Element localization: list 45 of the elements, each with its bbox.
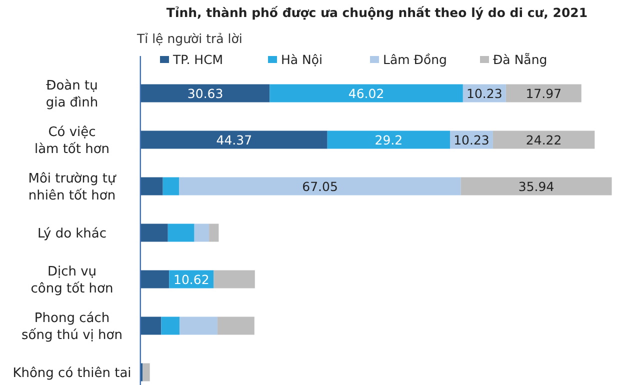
bar <box>141 130 328 149</box>
bar <box>141 84 270 102</box>
bar <box>327 130 450 149</box>
y-tick-label: Dịch vụ công tốt hơn <box>30 264 114 296</box>
data-label: 10.23 <box>466 86 502 101</box>
data-label: 24.22 <box>526 132 562 148</box>
y-tick-label: Phong cách sống thú vị hơn <box>22 310 122 343</box>
legend-label: Lâm Đồng <box>383 52 447 67</box>
chart-title: Tỉnh, thành phố được ưa chuộng nhất theo lý do di cư, 2021 <box>166 5 588 20</box>
legend-label: Hà Nội <box>281 52 323 67</box>
bar <box>161 316 180 335</box>
data-label: 44.37 <box>216 132 252 148</box>
data-label: 67.05 <box>302 178 338 194</box>
data-label: 10.23 <box>454 132 490 148</box>
legend-label: Đà Nẵng <box>493 52 548 67</box>
bar <box>162 177 180 196</box>
legend-label: TP. HCM <box>172 52 224 67</box>
bar <box>217 316 254 335</box>
bar <box>214 270 255 288</box>
bar <box>492 130 595 149</box>
bar <box>142 363 150 382</box>
bar <box>194 224 210 242</box>
bar <box>506 84 582 102</box>
bar <box>180 316 218 335</box>
bar <box>168 224 194 242</box>
bar <box>141 177 163 196</box>
bar <box>141 316 162 335</box>
bar <box>460 177 612 196</box>
data-label: 10.62 <box>174 272 210 287</box>
data-label: 30.63 <box>187 86 224 101</box>
y-tick-label: Có việc làm tốt hơn <box>34 124 110 157</box>
y-tick-label: Môi trường tự nhiên tốt hơn <box>28 171 117 204</box>
bar <box>270 84 463 102</box>
y-tick-label: Đoàn tụ gia đình <box>46 78 98 110</box>
bar <box>209 224 219 242</box>
data-label: 17.97 <box>526 86 562 101</box>
bar <box>141 270 170 288</box>
bar <box>141 224 168 242</box>
y-tick-label: Lý do khác <box>37 226 107 242</box>
chart-subtitle: Tỉ lệ người trả lời <box>136 31 242 46</box>
data-label: 35.94 <box>518 178 554 194</box>
data-label: 46.02 <box>348 86 384 101</box>
data-label: 29.2 <box>374 132 403 148</box>
bar <box>179 177 461 196</box>
y-tick-label: Không có thiên tai <box>12 366 132 381</box>
